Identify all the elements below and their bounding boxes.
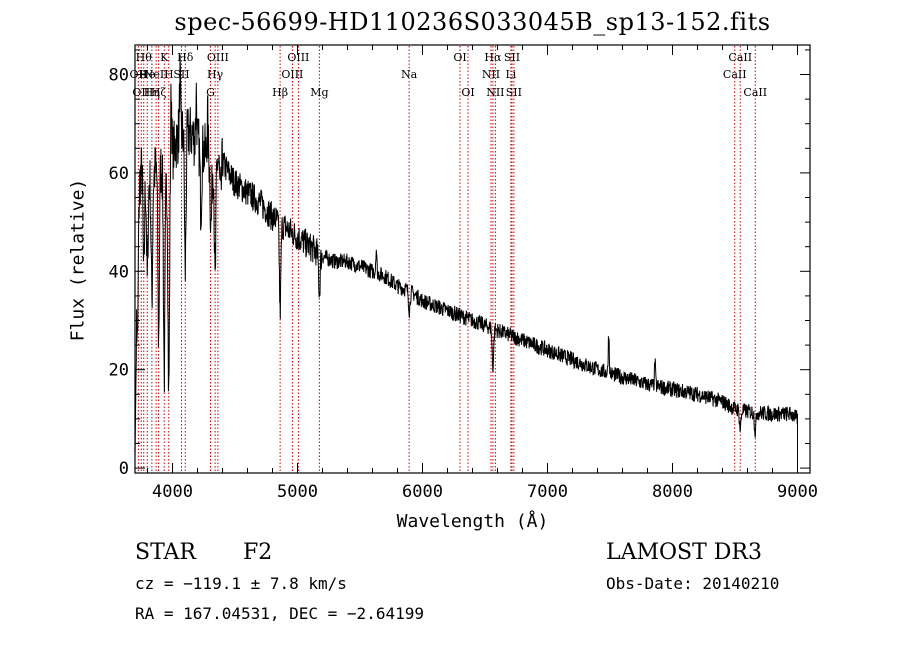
y-tick-label: 0: [119, 459, 129, 479]
line-label: Hη: [144, 86, 160, 99]
survey-name: LAMOST DR3: [606, 540, 762, 565]
line-label: SII: [504, 51, 520, 64]
x-tick-label: 4000: [152, 482, 193, 502]
line-label: Hβ: [272, 86, 288, 99]
line-label: Hγ: [207, 68, 224, 81]
line-label: Mg: [310, 86, 328, 99]
line-label: OI: [461, 86, 474, 99]
plot-frame: [134, 44, 811, 474]
observation-date: Obs-Date: 20140210: [606, 574, 780, 593]
line-label: SII: [173, 68, 189, 81]
y-tick-label: 60: [109, 164, 129, 184]
chart-title: spec-56699-HD110236S033045B_sp13-152.fit…: [174, 8, 771, 36]
object-class: STAR: [135, 540, 196, 565]
line-label: Li: [505, 68, 516, 81]
line-label: SII: [506, 86, 522, 99]
redshift-value: cz = −119.1 ± 7.8 km/s: [135, 574, 347, 593]
x-tick-label: 9000: [777, 482, 818, 502]
line-label: CaII: [723, 68, 747, 81]
line-label: OI: [453, 51, 466, 64]
line-label: Hα: [484, 51, 502, 64]
line-label: Hδ: [177, 51, 194, 64]
y-axis-label: Flux (relative): [67, 178, 89, 342]
line-label: NII: [486, 86, 504, 99]
line-label: NII: [482, 68, 500, 81]
line-markers-group: [137, 46, 756, 472]
coordinates: RA = 167.04531, DEC = −2.64199: [135, 604, 424, 623]
line-label: CaII: [743, 86, 767, 99]
line-label: Na: [401, 68, 418, 81]
axes-group: 4000 5000 6000 7000 8000 9000 0 20 40 60 80: [109, 44, 818, 502]
line-label: NeII: [144, 68, 169, 81]
line-label: K: [160, 51, 169, 64]
line-label: OIII: [287, 51, 309, 64]
line-label: He: [139, 68, 155, 81]
spectrum-line: [134, 54, 798, 469]
x-tick-label: 8000: [652, 482, 693, 502]
x-tick-label: 5000: [277, 482, 318, 502]
object-subclass: F2: [243, 540, 273, 565]
line-label: OIII: [207, 51, 229, 64]
line-label: H: [164, 68, 174, 81]
y-tick-label: 80: [109, 66, 129, 86]
line-label: Hζ: [151, 86, 167, 99]
y-tick-label: 40: [109, 262, 129, 282]
x-tick-label: 6000: [402, 482, 443, 502]
line-label: OIII: [281, 68, 303, 81]
line-label: CaII: [728, 51, 752, 64]
x-tick-label: 7000: [527, 482, 568, 502]
line-label: G: [206, 86, 215, 99]
line-label: OII: [132, 86, 150, 99]
line-label: Hθ: [136, 51, 153, 64]
x-axis-label: Wavelength (Å): [396, 511, 549, 532]
spectrum-group: [134, 54, 798, 469]
y-tick-label: 20: [109, 361, 129, 381]
